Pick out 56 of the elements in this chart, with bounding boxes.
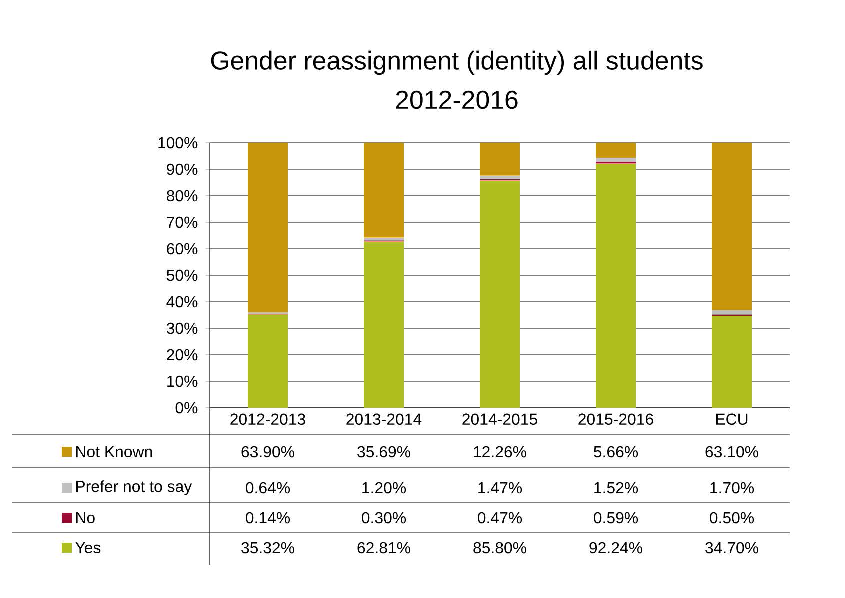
legend-label: No: [76, 512, 95, 524]
data-label: 0.59%: [594, 512, 638, 524]
x-tick-label: 2012-2013: [230, 414, 306, 426]
data-label: 0.30%: [362, 512, 406, 524]
data-label: 0.64%: [246, 482, 290, 494]
y-tick-label: 100%: [158, 137, 198, 149]
data-label: 35.69%: [358, 446, 410, 458]
bar: [480, 180, 520, 408]
data-label: 1.47%: [478, 482, 522, 494]
y-tick-label: 20%: [167, 349, 198, 361]
legend-label: Yes: [76, 542, 101, 554]
bar: [712, 142, 752, 310]
data-label: 0.47%: [478, 512, 522, 524]
data-label: 1.70%: [710, 482, 754, 494]
y-tick-label: 10%: [168, 376, 198, 388]
chart-title: Gender reassignment (identity) all students: [211, 50, 703, 76]
bar: [712, 310, 752, 315]
y-tick-label: 30%: [166, 322, 198, 334]
data-label: 1.20%: [362, 482, 406, 494]
data-label: 0.50%: [710, 512, 754, 524]
y-tick-label: 40%: [166, 296, 198, 308]
y-tick-label: 80%: [167, 190, 198, 202]
bar: [596, 142, 636, 158]
data-label: 62.81%: [358, 542, 410, 554]
bar: [364, 238, 404, 241]
data-label: 0.14%: [246, 512, 290, 524]
data-label: 5.66%: [594, 446, 638, 458]
data-label: 12.26%: [474, 446, 526, 458]
bar: [248, 142, 288, 312]
y-tick-label: 60%: [167, 243, 198, 255]
data-label: 63.90%: [242, 446, 294, 458]
bar: [596, 158, 636, 162]
y-tick-label: 90%: [167, 164, 198, 176]
bar: [480, 175, 520, 180]
bar: [596, 164, 636, 408]
bar: [480, 142, 520, 176]
x-tick-label: 2014-2015: [462, 414, 538, 426]
y-tick-label: 70%: [167, 216, 198, 228]
bar: [248, 314, 288, 408]
legend-label: Not Known: [76, 446, 152, 458]
bar: [364, 142, 404, 238]
y-tick-label: 0%: [176, 402, 198, 414]
legend-label: Prefer not to say: [76, 480, 192, 496]
data-label: 35.32%: [242, 542, 294, 554]
chart-subtitle: 2012-2016: [396, 90, 518, 110]
x-tick-label: ECU: [716, 414, 748, 426]
data-label: 63.10%: [706, 446, 758, 458]
y-tick-label: 50%: [166, 270, 198, 282]
data-label: 34.70%: [706, 542, 758, 554]
x-tick-label: 2015-2016: [578, 414, 654, 426]
x-tick-label: 2013-2014: [346, 414, 422, 426]
data-label: 85.80%: [474, 542, 526, 554]
data-label: 92.24%: [590, 542, 642, 554]
bar: [712, 316, 752, 408]
bar: [364, 242, 404, 408]
data-label: 1.52%: [594, 482, 638, 494]
